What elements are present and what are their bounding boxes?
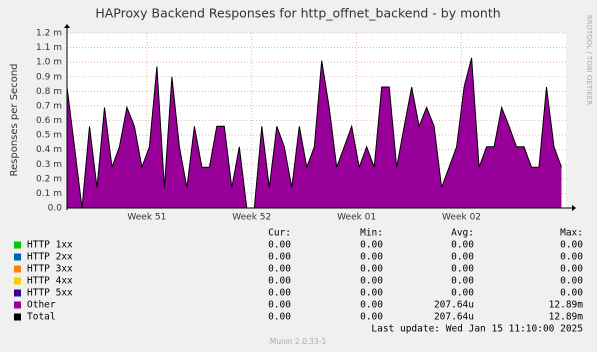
y-tick-label: 0.6 m	[36, 116, 62, 126]
x-tick-label: Week 51	[127, 213, 166, 223]
y-tick-label: 0.3 m	[36, 160, 62, 170]
legend-stat: 207.64u	[434, 312, 474, 323]
y-tick-label: 0.4 m	[36, 145, 62, 155]
y-tick-label: 0.0	[48, 204, 63, 214]
x-tick-label: Week 02	[442, 213, 481, 223]
y-tick-label: 0.5 m	[36, 131, 62, 141]
last-update: Last update: Wed Jan 15 11:10:00 2025	[371, 324, 583, 335]
area	[67, 57, 562, 208]
legend-stat: 0.00	[268, 300, 291, 311]
legend-stat: 0.00	[268, 312, 291, 323]
legend-stat: 0.00	[360, 276, 383, 287]
legend-swatch	[14, 277, 21, 285]
legend-stat: 0.00	[451, 288, 474, 299]
legend-stat: 0.00	[360, 264, 383, 275]
y-tick-label: 1.2 m	[36, 29, 62, 39]
legend-stat: 0.00	[560, 288, 583, 299]
legend-stat: 0.00	[360, 300, 383, 311]
x-tick-label: Week 01	[337, 213, 376, 223]
legend-swatch	[14, 289, 21, 297]
legend-stat: 12.89m	[549, 300, 584, 311]
y-tick-label: 0.8 m	[36, 87, 62, 97]
legend-label: HTTP 1xx	[27, 240, 73, 251]
legend-stat: 0.00	[560, 240, 583, 251]
x-axis-arrow	[572, 205, 576, 211]
legend-stat: 0.00	[268, 264, 291, 275]
legend-stat: 0.00	[360, 240, 383, 251]
x-tick-label: Week 52	[232, 213, 271, 223]
y-tick-label: 0.2 m	[36, 174, 62, 184]
legend-swatch	[14, 253, 21, 261]
y-tick-label: 1.0 m	[36, 58, 62, 68]
legend-swatch	[14, 313, 21, 321]
y-tick-label: 0.9 m	[36, 72, 62, 82]
legend-header: Cur:	[268, 228, 291, 239]
legend-label: HTTP 4xx	[27, 276, 73, 287]
legend-stat: 0.00	[560, 252, 583, 263]
legend-stat: 0.00	[560, 264, 583, 275]
legend-stat: 12.89m	[549, 312, 584, 323]
legend-label: Total	[27, 312, 56, 323]
y-tick-label: 0.1 m	[36, 189, 62, 199]
legend-stat: 0.00	[560, 276, 583, 287]
legend-stat: 0.00	[360, 252, 383, 263]
legend-header: Max:	[560, 228, 583, 239]
line	[66, 57, 562, 209]
legend-stat: 0.00	[360, 312, 383, 323]
legend-stat: 0.00	[360, 288, 383, 299]
legend-stat: 0.00	[268, 276, 291, 287]
legend-stat: 0.00	[451, 276, 474, 287]
footer: Munin 2.0.33-1	[270, 337, 327, 346]
legend-label: HTTP 3xx	[27, 264, 73, 275]
y-axis-label: Responses per Second	[9, 63, 20, 176]
legend-swatch	[14, 265, 21, 273]
y-axis-arrow	[64, 24, 70, 28]
chart-title: HAProxy Backend Responses for http_offne…	[95, 6, 500, 21]
legend-label: HTTP 5xx	[27, 288, 73, 299]
legend-stat: 0.00	[268, 252, 291, 263]
legend-label: HTTP 2xx	[27, 252, 73, 263]
legend-stat: 0.00	[451, 240, 474, 251]
legend-stat: 207.64u	[434, 300, 474, 311]
legend-stat: 0.00	[268, 288, 291, 299]
legend-swatch	[14, 301, 21, 309]
legend-stat: 0.00	[451, 264, 474, 275]
legend-stat: 0.00	[451, 252, 474, 263]
y-tick-label: 1.1 m	[36, 43, 62, 53]
y-tick-label: 0.7 m	[36, 101, 62, 111]
legend-header: Avg:	[451, 228, 474, 239]
side-text: RRDTOOL / TOBI OETIKER	[585, 15, 593, 105]
legend-header: Min:	[360, 228, 383, 239]
overlay	[66, 57, 562, 209]
legend-stat: 0.00	[268, 240, 291, 251]
legend-label: Other	[27, 300, 56, 311]
legend-swatch	[14, 241, 21, 249]
